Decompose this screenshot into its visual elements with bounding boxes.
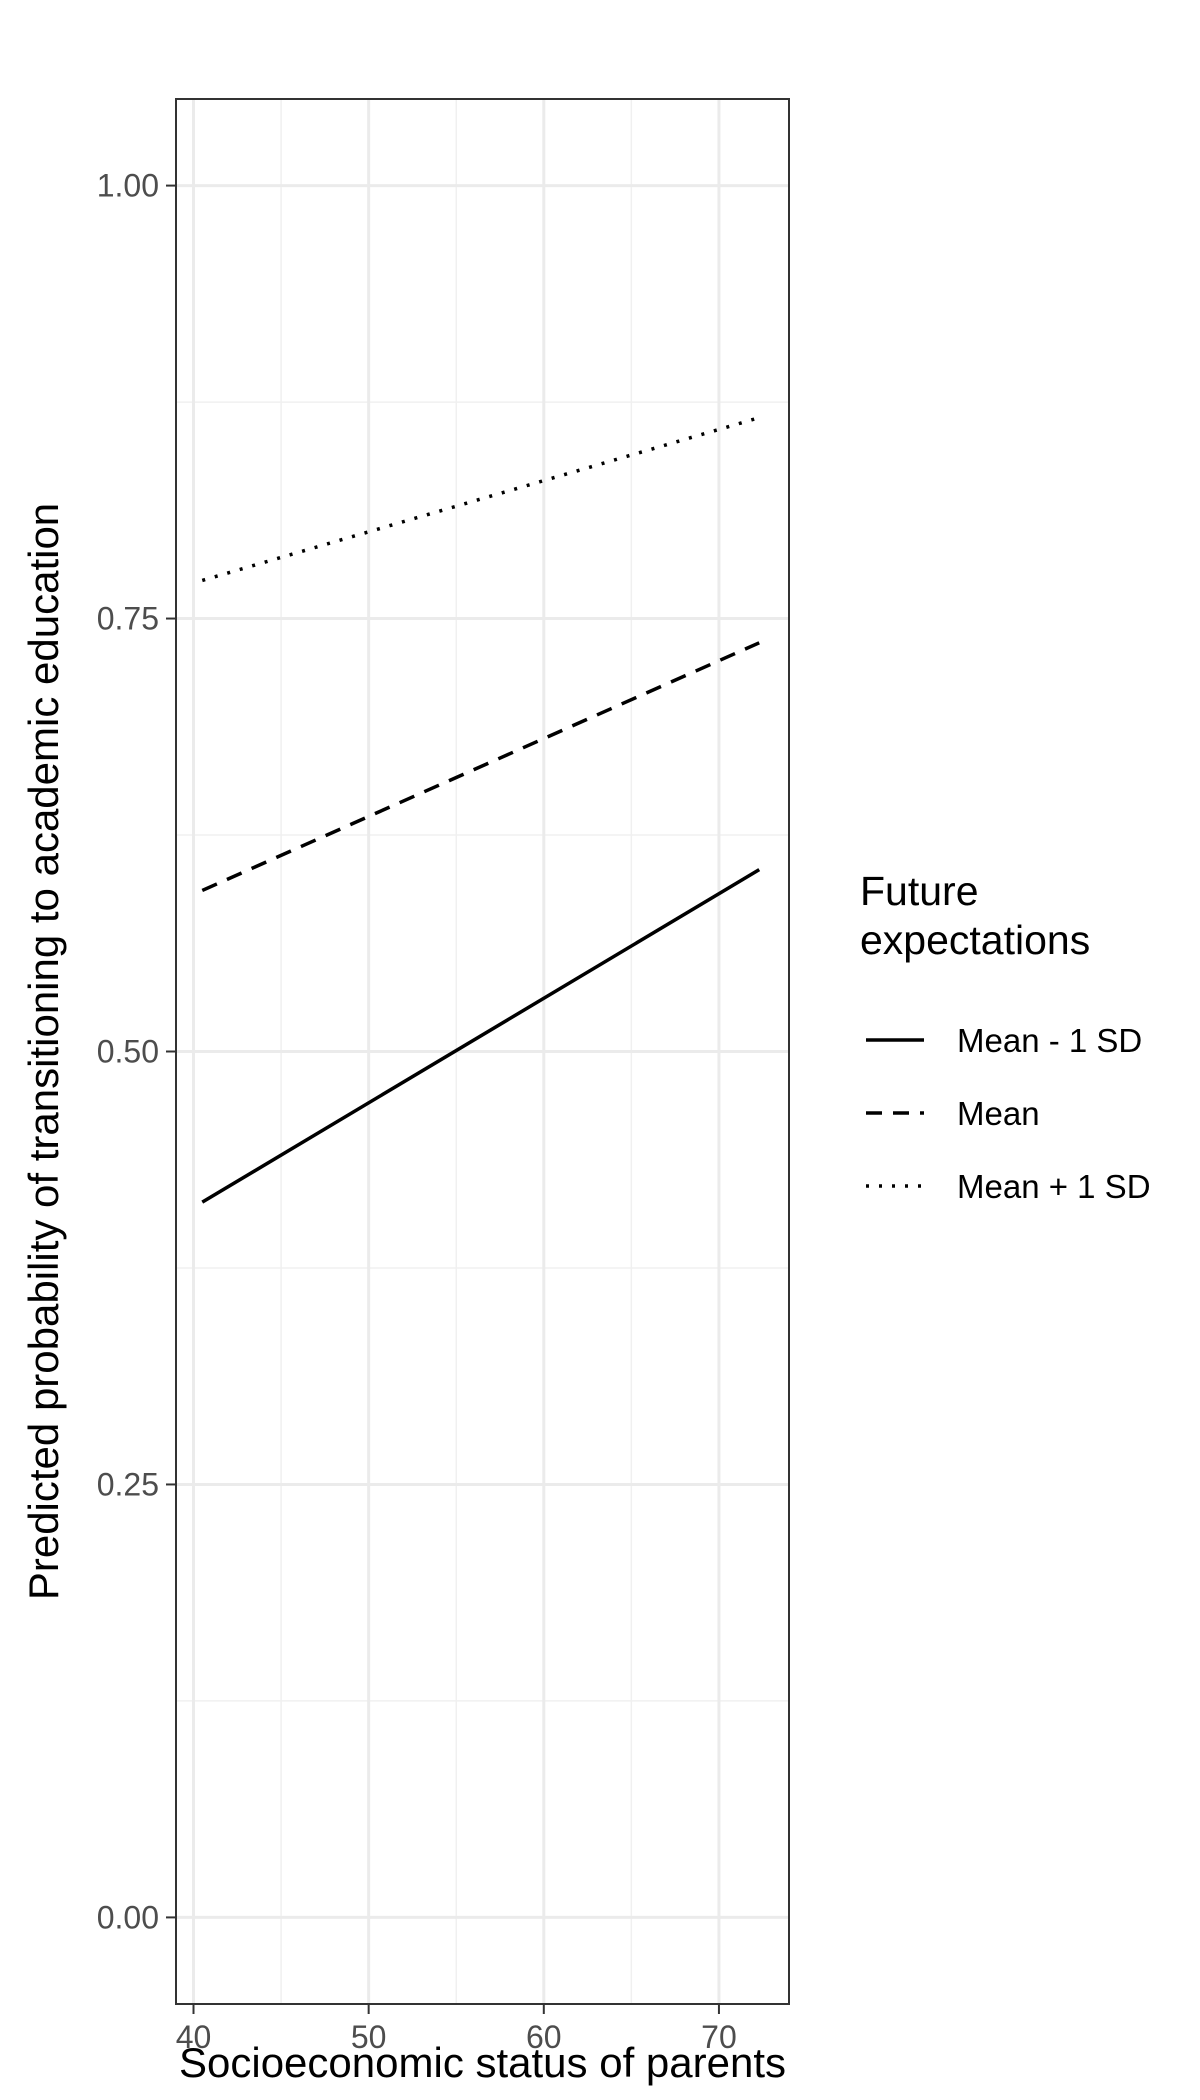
x-tick-label: 50 xyxy=(351,2019,387,2055)
y-tick-label: 0.50 xyxy=(97,1034,159,1070)
legend-title-line-1: Future xyxy=(860,868,979,914)
legend-label: Mean xyxy=(957,1095,1040,1132)
x-axis: 40 50 60 70 xyxy=(176,2004,737,2055)
x-tick-label: 40 xyxy=(176,2019,212,2055)
y-tick-label: 1.00 xyxy=(97,168,159,204)
legend: Future expectations Mean - 1 SDMeanMean … xyxy=(860,868,1151,1205)
series-lines xyxy=(201,415,761,1204)
legend-label: Mean + 1 SD xyxy=(957,1168,1151,1205)
y-tick-label: 0.00 xyxy=(97,1899,159,1935)
x-tick-label: 70 xyxy=(701,2019,737,2055)
series-line xyxy=(201,641,760,893)
y-axis-title: Predicted probability of transitioning t… xyxy=(20,503,67,1600)
y-axis: 0.00 0.25 0.50 0.75 1.00 xyxy=(97,168,176,1935)
legend-items: Mean - 1 SD Mean Mean + 1 SD xyxy=(866,1022,1151,1205)
y-tick-label: 0.75 xyxy=(97,601,159,637)
x-axis-title: Socioeconomic status of parents xyxy=(179,2039,786,2086)
x-tick-label: 60 xyxy=(526,2019,562,2055)
legend-title-line-2: expectations xyxy=(860,917,1090,963)
y-tick-label: 0.25 xyxy=(97,1466,159,1502)
series-line xyxy=(201,868,761,1204)
major-gridlines xyxy=(176,99,789,2004)
series-line xyxy=(201,415,760,583)
legend-label: Mean - 1 SD xyxy=(957,1022,1142,1059)
